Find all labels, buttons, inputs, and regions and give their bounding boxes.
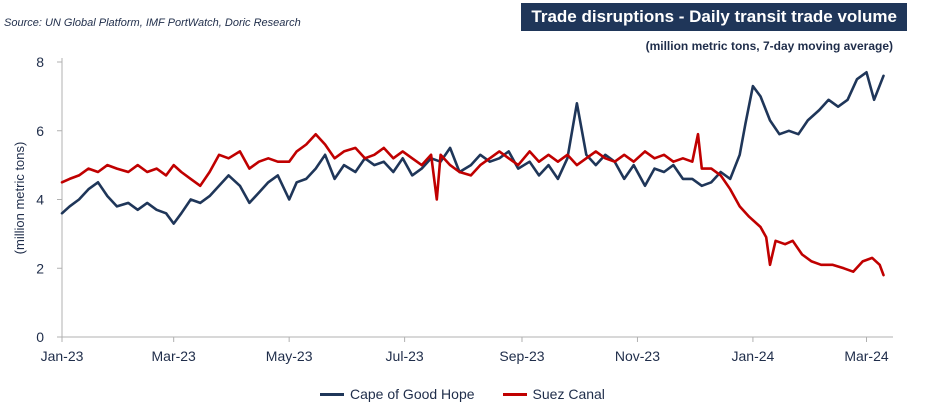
legend-swatch-cape (320, 392, 344, 396)
y-tick-label: 0 (36, 329, 44, 345)
y-axis: 0 2 4 6 8 (36, 54, 63, 345)
source-note: Source: UN Global Platform, IMF PortWatc… (4, 17, 301, 29)
series-line-suez (60, 132, 885, 277)
chart-subtitle: (million metric tons, 7-day moving avera… (645, 39, 893, 53)
x-tick-label: Nov-23 (615, 348, 660, 364)
x-axis: Jan-23 Mar-23 May-23 Jul-23 Sep-23 Nov-23 Jan-… (41, 336, 893, 364)
x-tick-label: Sep-23 (499, 348, 544, 364)
x-tick-label: Mar-23 (152, 348, 197, 364)
y-axis-label: (million metric tons) (12, 142, 27, 255)
x-tick-label: Jan-23 (41, 348, 84, 364)
x-tick-label: Jul-23 (386, 348, 424, 364)
x-tick-label: Mar-24 (844, 348, 889, 364)
series-layer (60, 71, 885, 277)
x-tick-label: May-23 (266, 348, 313, 364)
legend-item-suez: Suez Canal (502, 386, 605, 402)
y-tick-label: 2 (36, 260, 44, 276)
x-tick-label: Jan-24 (732, 348, 775, 364)
legend-label-suez: Suez Canal (532, 386, 605, 402)
series-line-cape (60, 71, 885, 225)
y-tick-label: 6 (36, 123, 44, 139)
legend: Cape of Good Hope Suez Canal (320, 386, 605, 402)
y-tick-label: 8 (36, 54, 44, 70)
y-tick-label: 4 (36, 192, 44, 208)
legend-label-cape: Cape of Good Hope (350, 386, 475, 402)
legend-swatch-suez (502, 392, 527, 396)
legend-item-cape: Cape of Good Hope (320, 386, 475, 402)
chart-title: Trade disruptions - Daily transit trade … (521, 3, 907, 31)
